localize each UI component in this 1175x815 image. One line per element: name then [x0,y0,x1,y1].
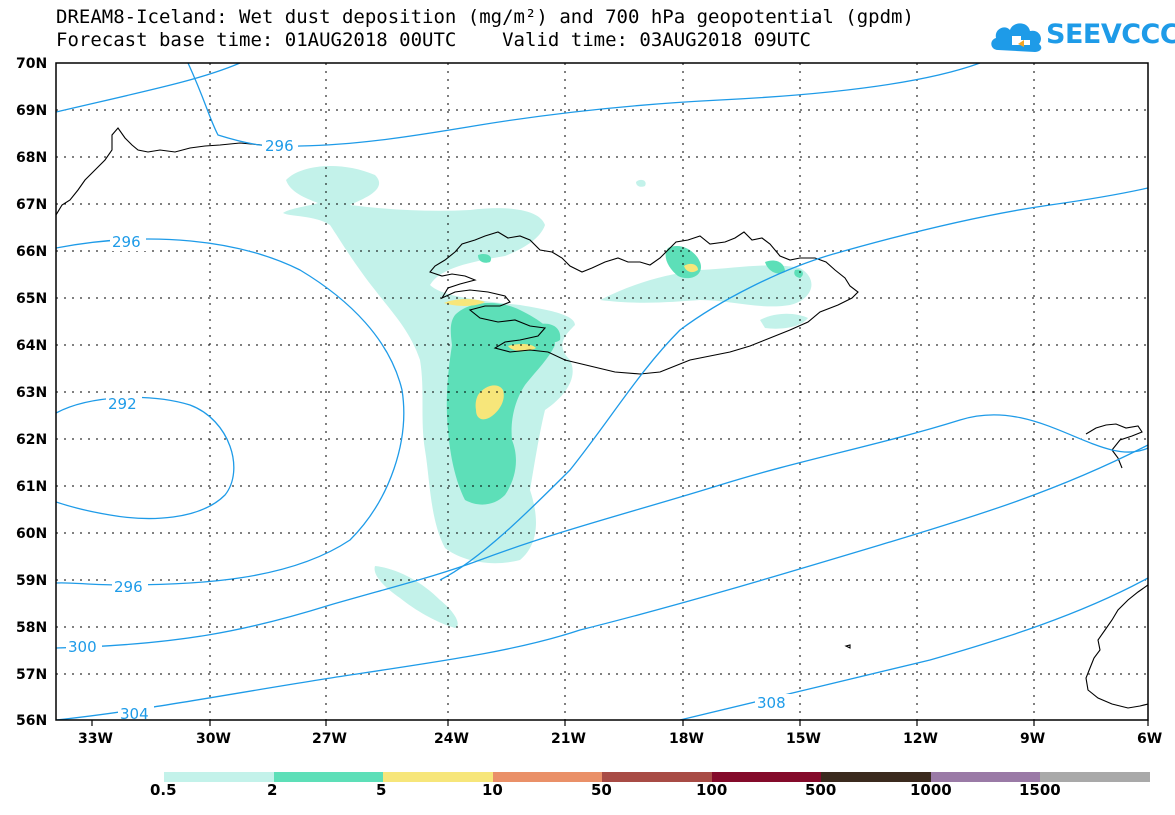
coast-norway-north [1085,423,1143,469]
contour-label: 296 [114,578,143,596]
colorbar-segment [821,772,931,782]
lon-label: 12W [903,731,938,747]
contour-label: 292 [108,395,137,413]
seevccc-logo: SEEVCCC [988,14,1175,58]
lat-label: 60N [16,526,47,542]
lat-label: 57N [16,667,47,683]
lat-label: 70N [16,56,47,72]
colorbar-segment [164,772,274,782]
contour-label: 296 [112,233,141,251]
coast-greenland [56,127,291,216]
dust-patch-south [374,566,458,628]
lon-label: 6W [1137,731,1162,747]
lat-label: 66N [16,244,47,260]
lat-label: 61N [16,479,47,495]
colorbar-label: 0.5 [150,781,177,799]
dust-deposition-field [283,165,812,628]
lon-label: 24W [434,731,469,747]
lon-label: 21W [551,731,586,747]
contour-304 [56,444,1148,720]
longitude-labels: 33W 30W 27W 24W 21W 18W 15W 12W 9W 6W [78,731,1162,747]
colorbar-label: 50 [591,781,612,799]
lon-label: 15W [786,731,821,747]
contour-labels: 296 296 292 296 300 304 308 [66,137,791,723]
title-line-2: Forecast base time: 01AUG2018 00UTC Vali… [56,29,811,51]
lat-label: 62N [16,432,47,448]
colorbar-segment [492,772,603,782]
lat-label: 65N [16,291,47,307]
contour-label: 304 [120,705,149,723]
dust-core-yellow [475,385,504,420]
contour-296-east [439,187,1148,581]
colorbar-label: 500 [805,781,837,799]
contour-292 [56,396,235,520]
axis-ticks [91,720,1149,726]
coast-faroe [844,644,851,649]
title-line-1: DREAM8-Iceland: Wet dust deposition (mg/… [56,6,914,28]
map-frame [55,62,1149,721]
graticule [56,63,1148,720]
lat-label: 69N [16,103,47,119]
colorbar-label: 2 [267,781,278,799]
lat-label: 63N [16,385,47,401]
contour-label: 296 [265,137,294,155]
colorbar-segment [602,772,712,782]
lon-label: 33W [78,731,113,747]
logo-text: SEEVCCC [1046,19,1175,50]
contour-308 [679,577,1148,720]
colorbar-label: 1000 [910,781,952,799]
lon-label: 9W [1020,731,1045,747]
colorbar-label: 5 [376,781,387,799]
coast-norway-south [1085,584,1148,709]
lat-label: 67N [16,197,47,213]
lat-label: 58N [16,620,47,636]
colorbar-segment [273,772,384,782]
coast-iceland [429,231,859,375]
lon-label: 30W [196,731,231,747]
colorbar-label: 100 [696,781,728,799]
colorbar-label: 1500 [1019,781,1061,799]
lat-label: 56N [16,713,47,729]
lon-label: 27W [312,731,347,747]
contour-label: 300 [68,638,97,656]
colorbar-segment [711,772,822,782]
latitude-labels: 70N 69N 68N 67N 66N 65N 64N 63N 62N 61N … [16,56,47,729]
cloud-icon [991,23,1042,52]
contour-296-north [56,63,981,148]
lat-label: 64N [16,338,47,354]
contour-label: 308 [757,694,786,712]
colorbar-segment [930,772,1041,782]
lon-label: 18W [669,731,704,747]
colorbar-segment [1040,772,1150,782]
dust-patch-north-iceland [600,265,812,307]
coastlines [56,127,1148,709]
colorbar-segment [383,772,493,782]
lat-label: 68N [16,150,47,166]
colorbar-label: 10 [482,781,503,799]
contour-300 [56,414,1148,649]
lat-label: 59N [16,573,47,589]
